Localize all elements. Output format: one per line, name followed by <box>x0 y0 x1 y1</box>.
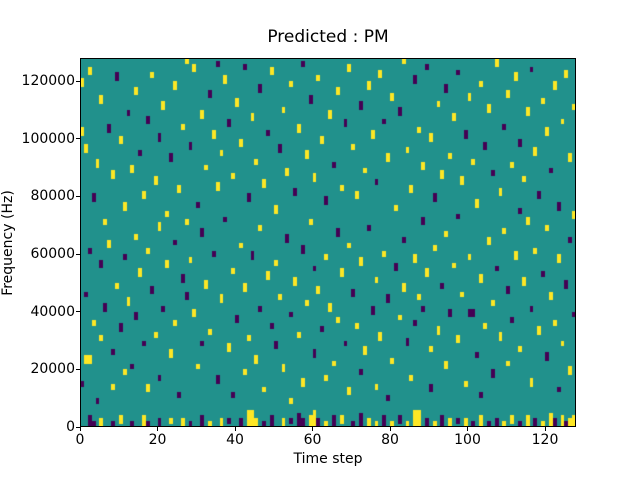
y-tick-mark <box>76 311 80 313</box>
x-axis-label: Time step <box>293 451 363 467</box>
y-tick-label: 120000 <box>21 73 75 90</box>
x-tick-label: 60 <box>303 432 322 448</box>
chart-title: Predicted : PM <box>267 27 389 47</box>
x-tick-mark <box>544 427 546 431</box>
y-tick-mark <box>76 195 80 197</box>
heatmap-canvas <box>80 58 576 427</box>
plot-area <box>80 58 576 427</box>
y-tick-mark <box>76 138 80 140</box>
y-tick-label: 80000 <box>30 188 75 205</box>
x-tick-label: 20 <box>148 432 167 448</box>
x-tick-label: 120 <box>531 432 559 448</box>
x-tick-mark <box>467 427 468 431</box>
y-tick-mark <box>76 368 80 370</box>
x-tick-label: 80 <box>381 432 399 448</box>
x-tick-mark <box>79 427 81 431</box>
x-tick-mark <box>312 427 313 431</box>
y-tick-label: 100000 <box>21 130 75 147</box>
x-tick-mark <box>157 427 158 431</box>
x-tick-mark <box>389 427 391 431</box>
y-axis-label: Frequency (Hz) <box>0 190 16 296</box>
x-tick-label: 100 <box>454 432 481 448</box>
y-tick-mark <box>76 426 80 428</box>
y-tick-mark <box>76 253 80 255</box>
x-tick-label: 40 <box>226 432 244 448</box>
y-tick-label: 60000 <box>30 246 75 263</box>
y-tick-mark <box>76 80 80 82</box>
x-tick-mark <box>234 427 236 431</box>
y-tick-label: 0 <box>66 419 75 435</box>
y-tick-label: 20000 <box>30 361 75 378</box>
x-tick-label: 0 <box>75 432 85 448</box>
y-tick-label: 40000 <box>30 303 75 320</box>
